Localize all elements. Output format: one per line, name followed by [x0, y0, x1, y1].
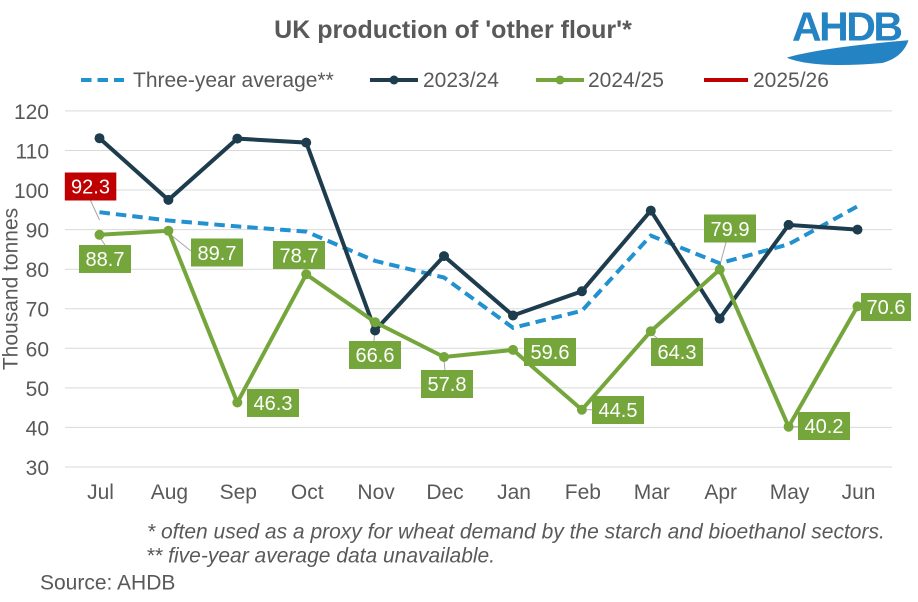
svg-text:Three-year average**: Three-year average** — [133, 69, 334, 92]
svg-text:44.5: 44.5 — [599, 400, 638, 422]
svg-text:40: 40 — [26, 417, 49, 440]
svg-text:100: 100 — [14, 180, 49, 203]
svg-text:Jul: Jul — [87, 481, 114, 504]
svg-text:40.2: 40.2 — [805, 416, 844, 438]
svg-text:80: 80 — [26, 259, 49, 282]
svg-text:2023/24: 2023/24 — [423, 69, 499, 92]
svg-text:** five-year average data unav: ** five-year average data unavailable. — [146, 545, 495, 568]
svg-text:2025/26: 2025/26 — [753, 69, 829, 92]
svg-text:Feb: Feb — [565, 481, 601, 504]
svg-text:59.6: 59.6 — [531, 342, 570, 364]
svg-text:57.8: 57.8 — [428, 374, 467, 396]
svg-text:Dec: Dec — [426, 481, 463, 504]
svg-text:Mar: Mar — [634, 481, 670, 504]
svg-text:* often used as a proxy for wh: * often used as a proxy for wheat demand… — [147, 521, 885, 544]
svg-text:64.3: 64.3 — [658, 342, 697, 364]
svg-text:Sep: Sep — [220, 481, 257, 504]
svg-text:66.6: 66.6 — [356, 345, 395, 367]
svg-text:70.6: 70.6 — [867, 297, 906, 319]
svg-text:50: 50 — [26, 378, 49, 401]
svg-text:Thousand tonnes: Thousand tonnes — [0, 208, 23, 370]
svg-text:89.7: 89.7 — [198, 243, 237, 265]
svg-text:46.3: 46.3 — [254, 393, 293, 415]
svg-text:88.7: 88.7 — [86, 249, 125, 271]
svg-text:30: 30 — [26, 457, 49, 480]
svg-text:Oct: Oct — [291, 481, 324, 504]
svg-text:120: 120 — [14, 101, 49, 124]
svg-text:May: May — [770, 481, 810, 504]
svg-text:70: 70 — [26, 299, 49, 322]
svg-text:78.7: 78.7 — [280, 246, 319, 268]
svg-text:Nov: Nov — [357, 481, 395, 504]
svg-text:79.9: 79.9 — [711, 219, 750, 241]
svg-text:110: 110 — [16, 141, 49, 164]
svg-text:Aug: Aug — [151, 481, 188, 504]
svg-text:60: 60 — [26, 338, 49, 361]
svg-text:AHDB: AHDB — [792, 4, 901, 50]
svg-text:92.3: 92.3 — [71, 177, 110, 199]
svg-text:2024/25: 2024/25 — [588, 69, 664, 92]
svg-text:UK production of 'other flour': UK production of 'other flour'* — [274, 16, 632, 44]
svg-text:90: 90 — [26, 220, 49, 243]
svg-text:Jun: Jun — [842, 481, 876, 504]
svg-text:Jan: Jan — [497, 481, 531, 504]
svg-text:Apr: Apr — [704, 481, 737, 504]
svg-text:Source: AHDB: Source: AHDB — [40, 572, 175, 595]
